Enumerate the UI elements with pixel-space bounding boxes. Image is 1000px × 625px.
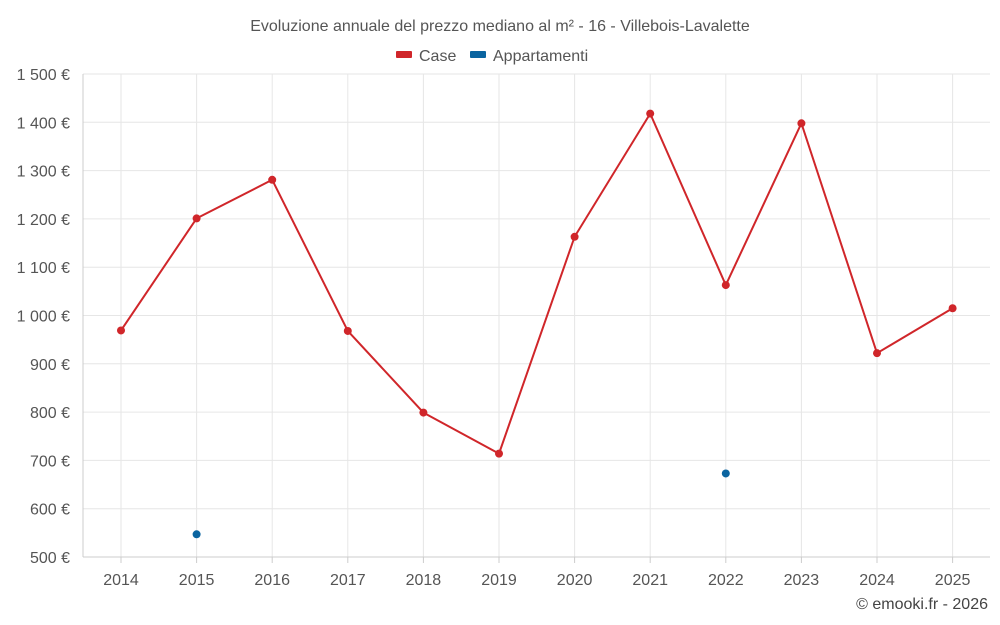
data-point-case[interactable]	[192, 214, 201, 223]
legend-label-appartamenti: Appartamenti	[493, 48, 588, 65]
x-tick-label: 2020	[557, 572, 593, 589]
legend-swatch-appartamenti	[470, 51, 486, 58]
data-point-case[interactable]	[873, 349, 881, 358]
legend: Case Appartamenti	[396, 48, 588, 65]
y-tick-label: 1 500 €	[17, 67, 70, 84]
x-tick-label: 2017	[330, 572, 366, 589]
series-line-case	[120, 112, 954, 455]
legend-item-appartamenti[interactable]: Appartamenti	[470, 48, 588, 65]
y-tick-label: 1 300 €	[17, 164, 70, 181]
data-point-case[interactable]	[797, 119, 806, 128]
y-tick-label: 1 100 €	[17, 260, 70, 277]
x-tick-label: 2014	[103, 572, 139, 589]
x-tick-label: 2021	[632, 572, 668, 589]
data-point-case[interactable]	[268, 175, 277, 184]
y-tick-label: 700 €	[30, 453, 70, 470]
x-tick-label: 2018	[406, 572, 442, 589]
y-tick-label: 500 €	[30, 550, 70, 567]
y-tick-label: 600 €	[30, 502, 70, 519]
x-tick-label: 2019	[481, 572, 517, 589]
data-point-appartamenti[interactable]	[721, 469, 730, 478]
grid	[83, 73, 990, 558]
credit-text: © emooki.fr - 2026	[856, 596, 988, 613]
y-tick-label: 800 €	[30, 405, 70, 422]
data-point-case[interactable]	[646, 109, 655, 118]
data-point-case[interactable]	[570, 232, 579, 241]
data-point-case[interactable]	[721, 281, 730, 290]
y-tick-label: 900 €	[30, 357, 70, 374]
y-tick-label: 1 000 €	[17, 309, 70, 326]
chart-title: Evoluzione annuale del prezzo mediano al…	[250, 18, 750, 35]
x-axis-ticks: 2014 2015 2016 2017 2018 2019 2020 2021 2022 2023…	[103, 572, 970, 589]
x-tick-label: 2023	[784, 572, 820, 589]
y-tick-label: 1 400 €	[17, 115, 70, 132]
axes	[82, 74, 990, 563]
y-axis-ticks: 500 € 600 € 700 € 800 € 900 € 1 000 € 1 100 € 1…	[17, 67, 70, 567]
data-point-case[interactable]	[343, 326, 352, 335]
series	[117, 109, 957, 539]
x-tick-label: 2024	[859, 572, 895, 589]
x-tick-label: 2022	[708, 572, 744, 589]
data-point-appartamenti[interactable]	[192, 530, 201, 539]
legend-item-case[interactable]: Case	[396, 48, 456, 65]
data-point-case[interactable]	[948, 304, 957, 313]
x-tick-label: 2016	[254, 572, 290, 589]
x-tick-label: 2025	[935, 572, 971, 589]
data-point-case[interactable]	[117, 326, 125, 335]
legend-swatch-case	[396, 51, 412, 58]
data-point-case[interactable]	[419, 408, 428, 417]
legend-label-case: Case	[419, 48, 456, 65]
data-point-case[interactable]	[495, 449, 503, 458]
x-tick-label: 2015	[179, 572, 215, 589]
y-tick-label: 1 200 €	[17, 212, 70, 229]
